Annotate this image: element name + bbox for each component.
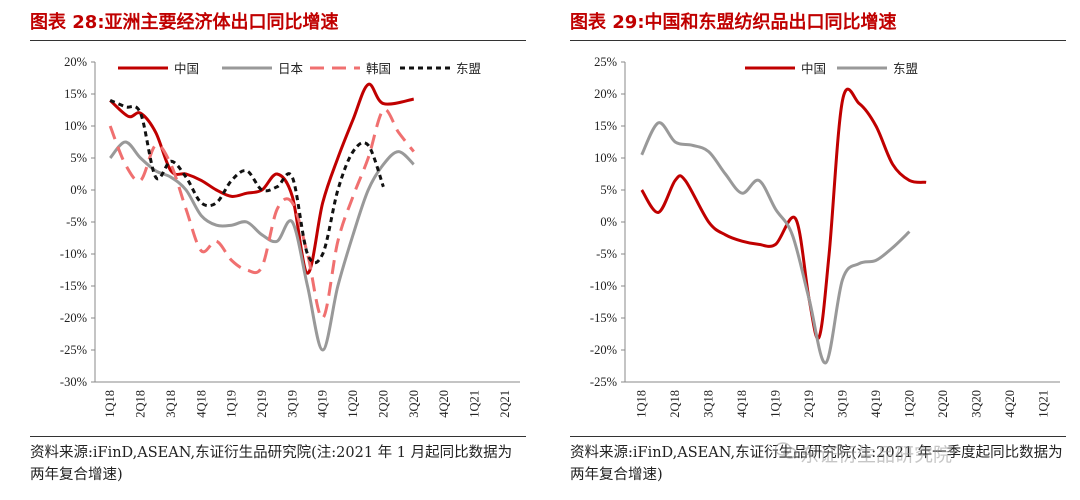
bottom-rule — [570, 436, 1066, 437]
y-tick-label: 15% — [64, 87, 87, 101]
x-tick-label: 4Q20 — [437, 390, 451, 418]
x-tick-label: 4Q18 — [194, 390, 208, 418]
x-tick-label: 1Q21 — [467, 390, 481, 418]
y-tick-label: -15% — [60, 279, 87, 293]
chart-title: 图表 28:亚洲主要经济体出口同比增速 — [30, 12, 339, 33]
series-line-中国 — [640, 87, 927, 341]
y-tick-label: 0% — [70, 183, 87, 197]
series-line-东盟 — [640, 121, 911, 365]
x-tick-label: 2Q19 — [802, 390, 816, 418]
x-tick-label: 1Q18 — [103, 390, 117, 418]
x-tick-label: 4Q19 — [316, 390, 330, 418]
top-rule — [30, 40, 526, 41]
y-tick-label: 10% — [64, 119, 87, 133]
x-tick-label: 4Q18 — [735, 390, 749, 418]
y-tick-label: -5% — [596, 247, 617, 261]
legend-label: 东盟 — [456, 61, 481, 76]
legend-label: 中国 — [174, 61, 199, 76]
y-tick-label: 5% — [70, 151, 87, 165]
legend-label: 东盟 — [893, 61, 918, 76]
source-note: 资料来源:iFinD,ASEAN,东证衍生品研究院(注:2021 年一季度起同比… — [570, 445, 1063, 483]
x-tick-label: 1Q19 — [225, 390, 239, 418]
watermark: 东证衍生品研究院 — [800, 444, 953, 466]
x-tick-label: 2Q21 — [498, 390, 512, 418]
y-tick-label: 15% — [594, 119, 617, 133]
y-tick-label: -20% — [60, 311, 87, 325]
series-line-日本 — [109, 140, 415, 352]
source-note: 资料来源:iFinD,ASEAN,东证衍生品研究院(注:2021 年 1 月起同… — [30, 445, 513, 483]
legend-label: 日本 — [278, 61, 304, 76]
legend-label: 韩国 — [366, 61, 391, 76]
y-tick-label: 25% — [594, 55, 617, 69]
y-tick-label: 0% — [600, 215, 617, 229]
x-tick-label: 2Q20 — [936, 390, 950, 418]
x-tick-label: 4Q19 — [869, 390, 883, 418]
legend-label: 中国 — [801, 61, 826, 76]
chart-right: 25% 20% 15% 10% 5% 0% -5% -10% -15% -20% -25% 1Q18 2… — [590, 55, 1060, 418]
series-line-韩国 — [108, 107, 415, 320]
x-tick-label: 3Q20 — [969, 390, 983, 418]
y-tick-label: -25% — [60, 343, 87, 357]
bottom-rule — [30, 436, 526, 437]
top-rule — [570, 40, 1066, 41]
x-tick-label: 1Q19 — [769, 390, 783, 418]
y-tick-label: -5% — [66, 215, 87, 229]
y-tick-label: -10% — [590, 279, 617, 293]
y-tick-label: -20% — [590, 343, 617, 357]
x-tick-label: 3Q19 — [285, 390, 299, 418]
right-chart-panel: 图表 29:中国和东盟纺织品出口同比增速 25% 20% 15% 10% 5% 0% -5%… — [540, 0, 1080, 500]
x-tick-label: 2Q18 — [668, 390, 682, 418]
y-tick-label: 10% — [594, 151, 617, 165]
y-tick-label: 20% — [594, 87, 617, 101]
x-tick-label: 1Q18 — [635, 390, 649, 418]
left-chart-panel: 图表 28:亚洲主要经济体出口同比增速 20% 15% 10% 5% 0% -5% -10%… — [30, 12, 526, 483]
series-line-中国 — [109, 82, 415, 275]
x-tick-label: 3Q20 — [407, 390, 421, 418]
y-tick-label: -15% — [590, 311, 617, 325]
x-tick-label: 3Q19 — [836, 390, 850, 418]
x-tick-label: 2Q19 — [255, 390, 269, 418]
y-tick-label: -10% — [60, 247, 87, 261]
y-tick-label: -30% — [60, 375, 87, 389]
x-tick-label: 1Q20 — [346, 390, 360, 418]
chart-title: 图表 29:中国和东盟纺织品出口同比增速 — [570, 12, 897, 33]
x-tick-label: 1Q21 — [1036, 390, 1050, 418]
series-line-东盟 — [109, 99, 385, 265]
wechat-icon — [775, 442, 797, 459]
chart-left: 20% 15% 10% 5% 0% -5% -10% -15% -20% -25% -30% 1Q18… — [60, 55, 520, 418]
x-tick-label: 2Q18 — [134, 390, 148, 418]
x-tick-label: 3Q18 — [702, 390, 716, 418]
y-tick-label: 20% — [64, 55, 87, 69]
x-tick-label: 2Q20 — [376, 390, 390, 418]
y-tick-label: 5% — [600, 183, 617, 197]
x-tick-label: 4Q20 — [1003, 390, 1017, 418]
y-tick-label: -25% — [590, 375, 617, 389]
x-tick-label: 3Q18 — [164, 390, 178, 418]
x-tick-label: 1Q20 — [902, 390, 916, 418]
